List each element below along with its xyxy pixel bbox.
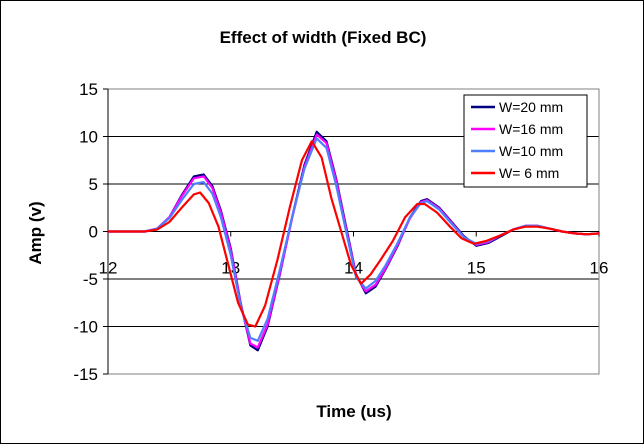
y-tick-label: -10: [73, 318, 98, 337]
chart-title: Effect of width (Fixed BC): [220, 28, 427, 47]
y-tick-label: -15: [73, 365, 98, 384]
x-tick-label: 16: [590, 259, 609, 278]
y-tick-label: -5: [83, 270, 98, 289]
y-tick-label: 10: [79, 128, 98, 147]
y-axis-label: Amp (v): [26, 201, 45, 264]
y-tick-label: 0: [89, 223, 98, 242]
legend-box: [463, 94, 588, 188]
x-axis-label: Time (us): [316, 402, 391, 421]
y-tick-label: 15: [79, 80, 98, 99]
legend-entry-label: W= 6 mm: [499, 165, 559, 181]
y-tick-label: 5: [89, 175, 98, 194]
x-tick-label: 15: [467, 259, 486, 278]
legend-entry-label: W=16 mm: [499, 121, 563, 137]
series-lines: [108, 130, 600, 352]
legend-entry-label: W=20 mm: [499, 99, 563, 115]
y-axis-ticks: 15 10 5 0 -5 -10 -15: [73, 80, 108, 384]
legend-entry-label: W=10 mm: [499, 143, 563, 159]
series-line-4: [108, 140, 600, 328]
legend: W=20 mm W=16 mm W=10 mm W= 6 mm: [463, 94, 588, 188]
